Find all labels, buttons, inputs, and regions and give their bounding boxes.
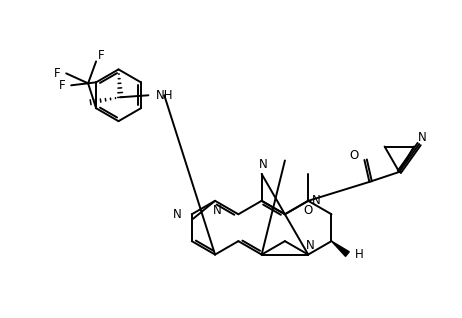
Polygon shape	[331, 241, 349, 256]
Text: O: O	[304, 204, 313, 217]
Text: F: F	[54, 67, 60, 80]
Text: NH: NH	[156, 89, 174, 102]
Text: F: F	[98, 49, 105, 62]
Text: N: N	[418, 131, 426, 144]
Text: N: N	[259, 158, 268, 171]
Text: O: O	[350, 149, 359, 162]
Text: N: N	[312, 194, 321, 207]
Text: N: N	[306, 239, 315, 252]
Text: F: F	[59, 79, 65, 92]
Text: H: H	[355, 248, 364, 260]
Text: N: N	[173, 208, 182, 221]
Text: N: N	[213, 204, 221, 217]
